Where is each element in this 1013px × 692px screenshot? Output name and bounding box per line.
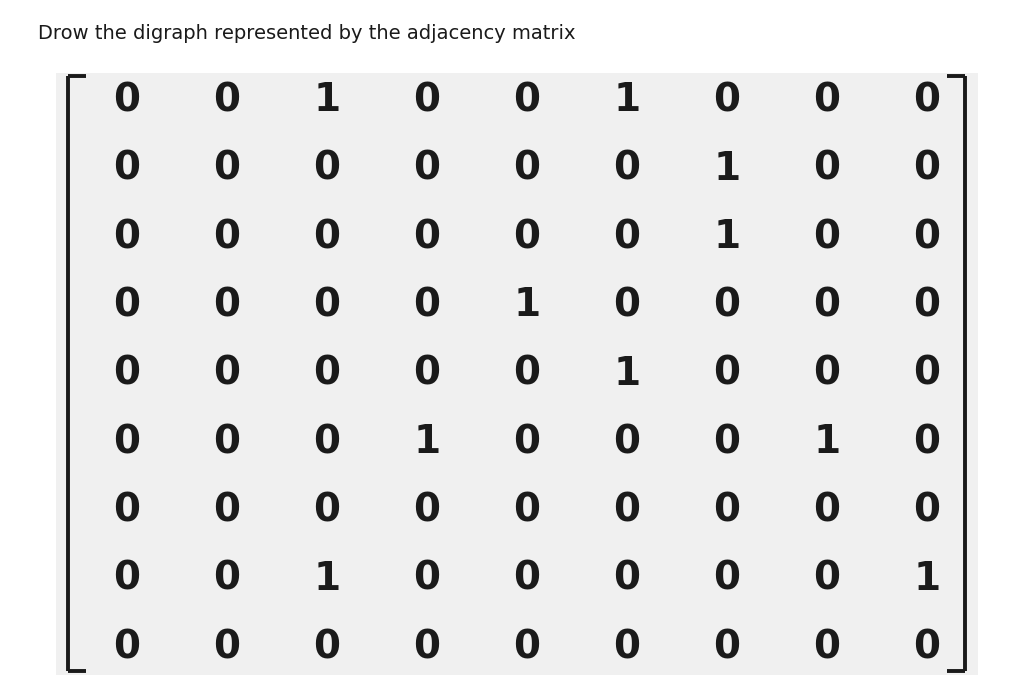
Text: 0: 0 xyxy=(613,491,640,529)
Text: 0: 0 xyxy=(213,628,240,666)
Text: 0: 0 xyxy=(914,355,940,392)
Text: 0: 0 xyxy=(813,491,841,529)
Text: 1: 1 xyxy=(713,218,741,256)
Text: 0: 0 xyxy=(514,423,540,461)
Text: 1: 1 xyxy=(514,286,540,325)
Text: 0: 0 xyxy=(213,491,240,529)
Text: 0: 0 xyxy=(813,628,841,666)
Text: 0: 0 xyxy=(914,82,940,119)
Text: 0: 0 xyxy=(213,355,240,392)
Text: 0: 0 xyxy=(113,82,140,119)
Text: 1: 1 xyxy=(914,560,940,598)
Text: 0: 0 xyxy=(914,491,940,529)
Text: 0: 0 xyxy=(113,560,140,598)
Text: 1: 1 xyxy=(613,355,640,392)
Text: 0: 0 xyxy=(713,628,741,666)
Text: 0: 0 xyxy=(613,423,640,461)
Text: 0: 0 xyxy=(713,560,741,598)
Text: 0: 0 xyxy=(313,491,340,529)
Text: 0: 0 xyxy=(313,149,340,188)
Text: Drow the digraph represented by the adjacency matrix: Drow the digraph represented by the adja… xyxy=(38,24,576,43)
Text: 0: 0 xyxy=(514,218,540,256)
Text: 1: 1 xyxy=(713,149,741,188)
Text: 0: 0 xyxy=(113,628,140,666)
Text: 0: 0 xyxy=(813,355,841,392)
Text: 0: 0 xyxy=(914,423,940,461)
Text: 1: 1 xyxy=(313,82,340,119)
Text: 0: 0 xyxy=(213,218,240,256)
Text: 0: 0 xyxy=(313,628,340,666)
Text: 0: 0 xyxy=(213,423,240,461)
Text: 0: 0 xyxy=(613,218,640,256)
Text: 0: 0 xyxy=(413,628,441,666)
Text: 0: 0 xyxy=(914,149,940,188)
Text: 0: 0 xyxy=(213,82,240,119)
Text: 0: 0 xyxy=(713,82,741,119)
Text: 0: 0 xyxy=(514,560,540,598)
Text: 0: 0 xyxy=(613,560,640,598)
FancyBboxPatch shape xyxy=(56,73,978,675)
Text: 0: 0 xyxy=(514,628,540,666)
Text: 0: 0 xyxy=(713,286,741,325)
Text: 0: 0 xyxy=(514,491,540,529)
Text: 0: 0 xyxy=(113,149,140,188)
Text: 0: 0 xyxy=(613,149,640,188)
Text: 0: 0 xyxy=(914,218,940,256)
Text: 0: 0 xyxy=(813,560,841,598)
Text: 0: 0 xyxy=(113,423,140,461)
Text: 0: 0 xyxy=(313,286,340,325)
Text: 0: 0 xyxy=(313,218,340,256)
Text: 0: 0 xyxy=(613,286,640,325)
Text: 0: 0 xyxy=(113,218,140,256)
Text: 0: 0 xyxy=(113,286,140,325)
Text: 0: 0 xyxy=(213,286,240,325)
Text: 1: 1 xyxy=(313,560,340,598)
Text: 0: 0 xyxy=(413,82,441,119)
Text: 0: 0 xyxy=(813,149,841,188)
Text: 0: 0 xyxy=(713,355,741,392)
Text: 0: 0 xyxy=(613,628,640,666)
Text: 0: 0 xyxy=(713,423,741,461)
Text: 0: 0 xyxy=(413,286,441,325)
Text: 0: 0 xyxy=(914,628,940,666)
Text: 0: 0 xyxy=(413,149,441,188)
Text: 0: 0 xyxy=(413,560,441,598)
Text: 0: 0 xyxy=(514,149,540,188)
Text: 0: 0 xyxy=(413,355,441,392)
Text: 0: 0 xyxy=(213,560,240,598)
Text: 0: 0 xyxy=(813,82,841,119)
Text: 0: 0 xyxy=(813,218,841,256)
Text: 0: 0 xyxy=(113,491,140,529)
Text: 0: 0 xyxy=(413,491,441,529)
Text: 0: 0 xyxy=(514,82,540,119)
Text: 0: 0 xyxy=(813,286,841,325)
Text: 0: 0 xyxy=(313,423,340,461)
Text: 0: 0 xyxy=(413,218,441,256)
Text: 0: 0 xyxy=(113,355,140,392)
Text: 0: 0 xyxy=(514,355,540,392)
Text: 1: 1 xyxy=(613,82,640,119)
Text: 1: 1 xyxy=(813,423,841,461)
Text: 0: 0 xyxy=(914,286,940,325)
Text: 0: 0 xyxy=(213,149,240,188)
Text: 0: 0 xyxy=(713,491,741,529)
Text: 0: 0 xyxy=(313,355,340,392)
Text: 1: 1 xyxy=(413,423,441,461)
